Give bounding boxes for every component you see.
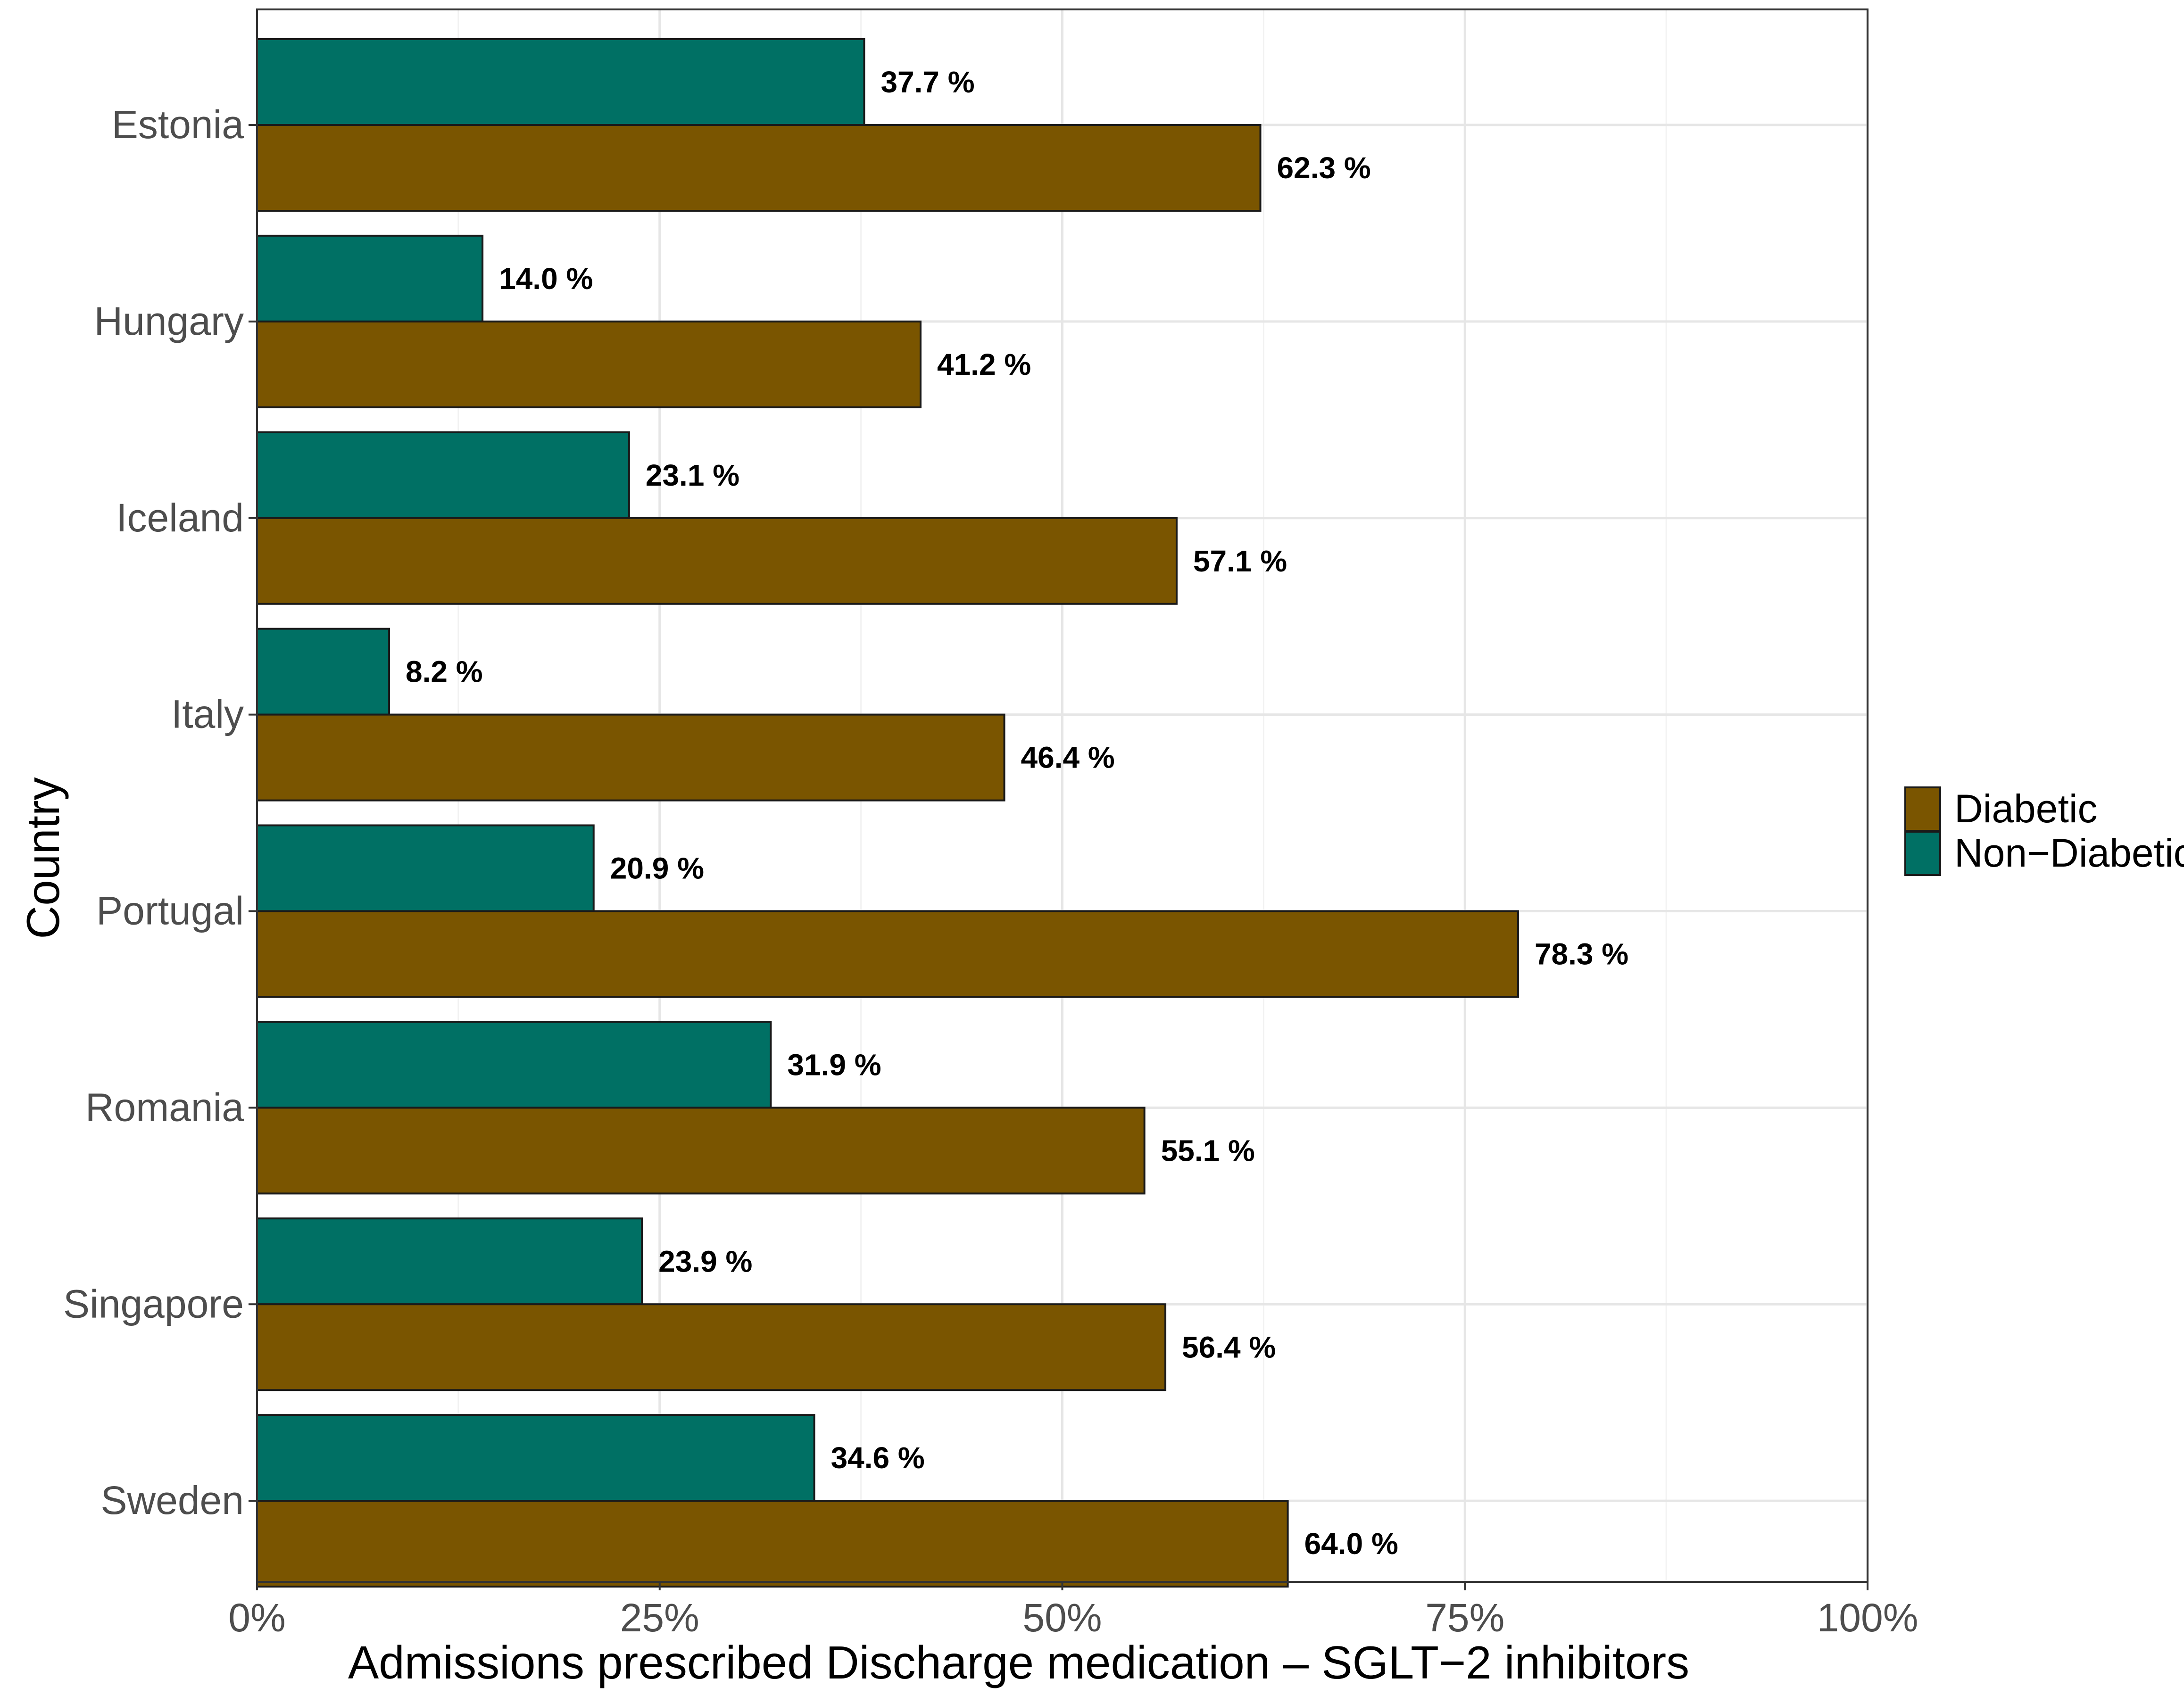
bar-diabetic (256, 1107, 1146, 1195)
data-label-non-diabetic: 14.0 % (499, 262, 593, 296)
bar-diabetic (256, 1500, 1289, 1588)
y-tick-label: Iceland (116, 496, 244, 540)
data-label-non-diabetic: 23.1 % (646, 458, 739, 492)
legend-swatch-diabetic (1904, 786, 1941, 832)
legend-swatch-non-diabetic (1904, 831, 1941, 876)
data-label-diabetic: 46.4 % (1021, 741, 1115, 775)
bars (256, 38, 1519, 1588)
bar-non-diabetic (256, 431, 630, 519)
data-label-non-diabetic: 23.9 % (658, 1244, 752, 1278)
data-label-diabetic: 64.0 % (1304, 1527, 1398, 1561)
bar-non-diabetic (256, 234, 484, 322)
x-tick-label: 25% (620, 1596, 699, 1640)
y-axis-title: Country (17, 777, 69, 939)
data-label-non-diabetic: 8.2 % (406, 655, 483, 689)
legend-label: Diabetic (1954, 786, 2097, 831)
x-tick-label: 75% (1425, 1596, 1504, 1640)
data-label-non-diabetic: 34.6 % (831, 1441, 925, 1475)
data-label-diabetic: 62.3 % (1277, 151, 1371, 185)
bar-diabetic (256, 910, 1519, 998)
data-label-diabetic: 57.1 % (1193, 544, 1287, 578)
legend-label: Non−Diabetic (1954, 831, 2184, 875)
data-label-non-diabetic: 20.9 % (610, 852, 704, 885)
bar-non-diabetic (256, 1414, 815, 1502)
data-label-diabetic: 78.3 % (1535, 937, 1628, 971)
y-tick-label: Hungary (94, 299, 244, 343)
data-labels: 37.7 % 62.3 % 14.0 % 41.2 % 23.1 % 57.1 % 8.2 … (406, 65, 1628, 1561)
y-tick-label: Portugal (96, 889, 244, 933)
y-tick-label: Sweden (100, 1478, 244, 1522)
bar-diabetic (256, 517, 1178, 605)
bar-non-diabetic (256, 38, 865, 126)
bar-non-diabetic (256, 1217, 643, 1306)
data-label-diabetic: 41.2 % (937, 347, 1031, 381)
bar-non-diabetic (256, 1021, 772, 1109)
y-tick-label: Italy (171, 692, 244, 736)
axes: Estonia Hungary Iceland Italy Portugal Romani… (63, 102, 1918, 1640)
x-tick-label: 100% (1817, 1596, 1918, 1640)
data-label-diabetic: 55.1 % (1161, 1133, 1255, 1167)
data-label-non-diabetic: 37.7 % (880, 65, 974, 99)
data-label-diabetic: 56.4 % (1182, 1330, 1276, 1364)
data-label-non-diabetic: 31.9 % (787, 1048, 881, 1082)
bar-non-diabetic (256, 628, 390, 716)
bar-diabetic (256, 124, 1262, 212)
bar-non-diabetic (256, 824, 595, 912)
y-tick-label: Romania (85, 1085, 244, 1129)
bar-diabetic (256, 320, 922, 408)
x-tick-label: 50% (1022, 1596, 1102, 1640)
bar-diabetic (256, 713, 1005, 802)
x-axis-title: Admissions prescribed Discharge medicati… (348, 1637, 1689, 1688)
y-tick-label: Singapore (63, 1282, 244, 1326)
x-tick-label: 0% (228, 1596, 285, 1640)
bar-diabetic (256, 1303, 1167, 1391)
y-tick-label: Estonia (112, 102, 244, 147)
